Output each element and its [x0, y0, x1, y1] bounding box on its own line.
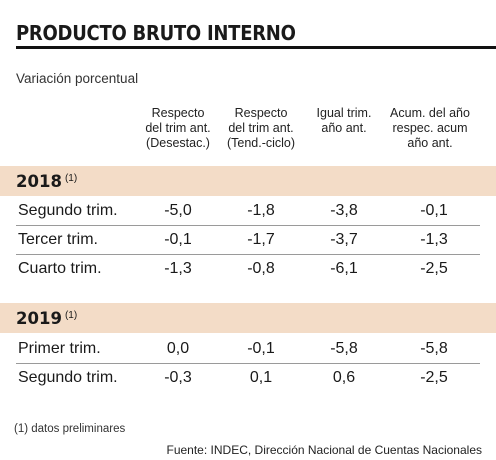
year-note: (1)	[64, 173, 78, 184]
cell-value: -0,8	[247, 260, 275, 277]
row-label: Segundo trim.	[18, 202, 118, 219]
cell-value: -6,1	[330, 260, 358, 277]
cell-value: -1,3	[164, 260, 192, 277]
source-credit: Fuente: INDEC, Dirección Nacional de Cue…	[166, 443, 483, 457]
cell-value: -1,8	[247, 202, 275, 219]
cell-value: -0,3	[164, 369, 192, 386]
table-title: PRODUCTO BRUTO INTERNO	[16, 21, 296, 45]
table-row: Primer trim. 0,0 -0,1 -5,8 -5,8	[16, 335, 480, 364]
table-row: Tercer trim. -0,1 -1,7 -3,7 -1,3	[16, 226, 480, 255]
table-row: Segundo trim. -5,0 -1,8 -3,8 -0,1	[16, 197, 480, 226]
cell-value: 0,1	[249, 369, 273, 386]
cell-value: -2,5	[420, 260, 448, 277]
row-label: Segundo trim.	[18, 369, 118, 386]
column-header-desestac: Respecto del trim ant. (Desestac.)	[145, 106, 211, 150]
row-label: Primer trim.	[18, 340, 101, 357]
cell-value: -1,7	[247, 231, 275, 248]
cell-value: -3,7	[330, 231, 358, 248]
cell-value: -3,8	[330, 202, 358, 219]
cell-value: -0,1	[247, 340, 275, 357]
cell-value: 0,0	[166, 340, 190, 357]
cell-value: -0,1	[420, 202, 448, 219]
column-header-acumulado: Acum. del año respec. acum año ant.	[390, 106, 470, 150]
year-label: 2018 (1)	[16, 172, 78, 191]
title-rule	[16, 46, 496, 49]
table-subtitle: Variación porcentual	[16, 71, 139, 86]
cell-value: -5,0	[164, 202, 192, 219]
footnote: (1) datos preliminares	[14, 423, 126, 435]
cell-value: -1,3	[420, 231, 448, 248]
column-header-tend-ciclo: Respecto del trim ant. (Tend.-ciclo)	[226, 106, 296, 150]
cell-value: -5,8	[420, 340, 448, 357]
table-row: Segundo trim. -0,3 0,1 0,6 -2,5	[16, 364, 480, 392]
table-row: Cuarto trim. -1,3 -0,8 -6,1 -2,5	[16, 255, 480, 283]
cell-value: -5,8	[330, 340, 358, 357]
year-band-2018: 2018 (1)	[0, 166, 496, 196]
cell-value: -0,1	[164, 231, 192, 248]
row-label: Tercer trim.	[18, 231, 98, 248]
year-label: 2019 (1)	[16, 309, 78, 328]
year-note: (1)	[64, 310, 78, 321]
cell-value: -2,5	[420, 369, 448, 386]
row-label: Cuarto trim.	[18, 260, 102, 277]
cell-value: 0,6	[332, 369, 356, 386]
year-band-2019: 2019 (1)	[0, 303, 496, 333]
column-header-igual-trim: Igual trim. año ant.	[316, 106, 372, 135]
